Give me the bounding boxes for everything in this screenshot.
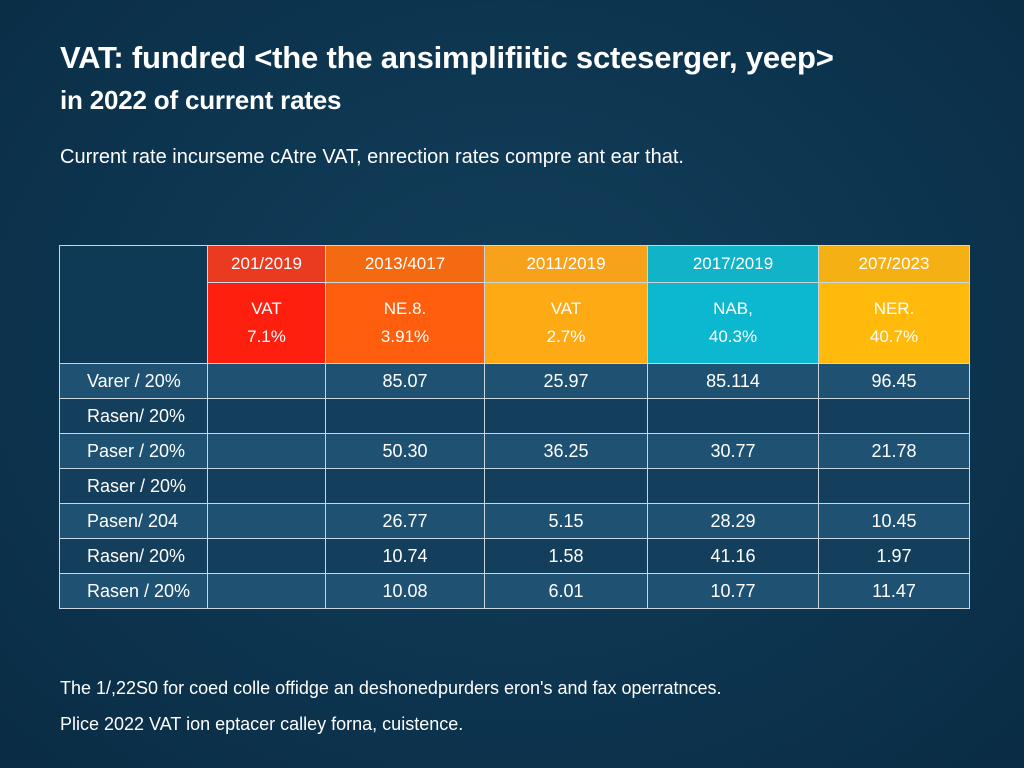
chart-subtitle: Current rate incurseme cAtre VAT, enrect… [60,146,684,168]
column-metric-5: NER. 40.7% [818,282,970,364]
column-metric-label-1: VAT [251,299,282,318]
table-cell: 1.97 [818,538,970,574]
header-metric-row: VAT 7.1% NE.8. 3.91% VAT 2.7% NAB, 40.3%… [60,282,970,364]
column-metric-rate-4: 40.3% [708,327,758,346]
column-metric-rate-2: 3.91% [380,327,430,346]
table-cell: 50.30 [325,433,485,469]
column-metric-4: NAB, 40.3% [647,282,819,364]
column-metric-label-3: VAT [550,299,582,318]
table-cell: 30.77 [647,433,819,469]
table-cell [647,398,819,434]
row-label: Paser / 20% [59,433,208,469]
table-cell: 25.97 [484,363,648,399]
row-label: Raser / 20% [59,468,208,504]
title-line-2: in 2022 of current rates [60,85,342,115]
table-cell: 85.114 [647,363,819,399]
row-label: Varer / 20% [59,363,208,399]
table-cell [207,573,326,609]
table-cell: 28.29 [647,503,819,539]
table-cell [207,363,326,399]
column-period-4: 2017/2019 [647,245,819,283]
table-cell: 10.77 [647,573,819,609]
table-cell [818,468,970,504]
header-corner-cell [59,245,208,364]
table-cell: 10.45 [818,503,970,539]
column-metric-3: VAT 2.7% [484,282,648,364]
column-period-1: 201/2019 [207,245,326,283]
table-cell: 1.58 [484,538,648,574]
vat-rates-table: 201/2019 2013/4017 2011/2019 2017/2019 2… [59,245,970,609]
chart-title: VAT: fundred <the the ansimplifiitic sct… [60,38,990,120]
column-metric-rate-1: 7.1% [247,327,286,346]
column-metric-1: VAT 7.1% [207,282,326,364]
table-cell [207,398,326,434]
column-metric-label-4: NAB, [713,299,753,318]
table-cell: 6.01 [484,573,648,609]
table-cell: 10.08 [325,573,485,609]
header-period-row: 201/2019 2013/4017 2011/2019 2017/2019 2… [59,245,970,364]
column-metric-2: NE.8. 3.91% [325,282,485,364]
table-cell: 85.07 [325,363,485,399]
table-cell [207,468,326,504]
table-row: Varer / 20% 85.07 25.97 85.114 96.45 [59,363,970,399]
footnote-2: Plice 2022 VAT ion eptacer calley forna,… [60,714,464,734]
title-line-1: VAT: fundred <the the ansimplifiitic sct… [60,40,834,75]
table-row: Rasen / 20% 10.08 6.01 10.77 11.47 [59,573,970,609]
table-cell [484,398,648,434]
table-row: Paser / 20% 50.30 36.25 30.77 21.78 [59,433,970,469]
table-cell: 41.16 [647,538,819,574]
table-cell [325,398,485,434]
column-metric-label-5: NER. [873,299,915,318]
table-cell [325,468,485,504]
column-period-5: 207/2023 [818,245,970,283]
row-label: Rasen/ 20% [59,398,208,434]
column-metric-label-2: NE.8. [383,299,427,318]
table-cell [818,398,970,434]
table-cell [207,503,326,539]
table-cell: 10.74 [325,538,485,574]
table-row: Raser / 20% [59,468,970,504]
table-cell: 26.77 [325,503,485,539]
column-metric-rate-3: 2.7% [546,327,586,346]
table-cell: 96.45 [818,363,970,399]
table-cell [207,538,326,574]
table-cell: 5.15 [484,503,648,539]
table-cell: 11.47 [818,573,970,609]
column-period-2: 2013/4017 [325,245,485,283]
table-cell [207,433,326,469]
table-row: Rasen/ 20% 10.74 1.58 41.16 1.97 [59,538,970,574]
table-row: Pasen/ 204 26.77 5.15 28.29 10.45 [59,503,970,539]
table-row: Rasen/ 20% [59,398,970,434]
table-cell [647,468,819,504]
footnote-1: The 1/,22S0 for coed colle offidge an de… [60,678,722,698]
row-label: Rasen/ 20% [59,538,208,574]
table-cell [484,468,648,504]
row-label: Rasen / 20% [59,573,208,609]
table-cell: 21.78 [818,433,970,469]
column-period-3: 2011/2019 [484,245,648,283]
column-metric-rate-5: 40.7% [869,327,919,346]
vat-table-container: 201/2019 2013/4017 2011/2019 2017/2019 2… [59,245,970,616]
table-cell: 36.25 [484,433,648,469]
row-label: Pasen/ 204 [59,503,208,539]
